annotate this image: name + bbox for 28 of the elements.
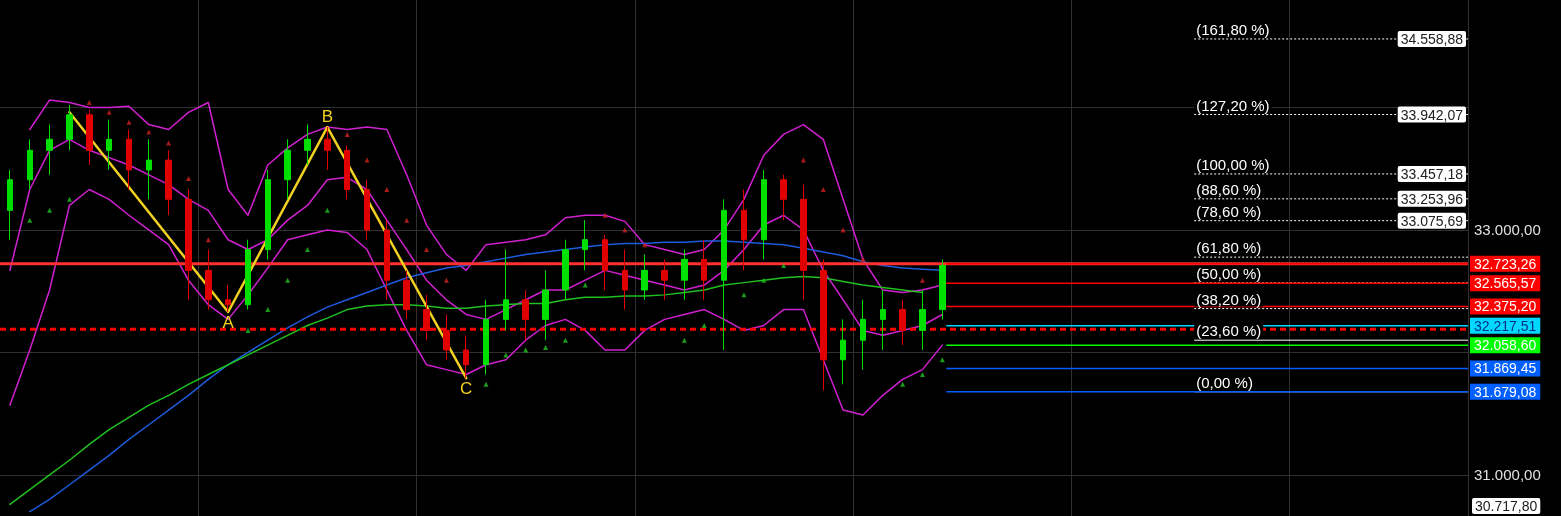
ref-line-label: 32.058,60 — [1474, 337, 1537, 354]
ref-line-label: 33.075,69 — [1400, 212, 1464, 229]
annotation: (127,20 %) — [1196, 96, 1270, 114]
ref-line-label: 33.942,07 — [1400, 106, 1464, 123]
data-label: C — [460, 379, 473, 399]
annotation: (61,80 %) — [1196, 239, 1262, 257]
annotation: (161,80 %) — [1196, 20, 1270, 38]
annotation: (38,20 %) — [1196, 290, 1262, 308]
ref-line-label: 34.558,88 — [1400, 30, 1464, 47]
annotation: (100,00 %) — [1196, 155, 1270, 173]
y-tick-label: 31.000,00 — [1474, 466, 1541, 484]
ref-line-label: 32.217,51 — [1474, 317, 1537, 334]
data-label: A — [222, 313, 235, 333]
ref-line-label: 33.253,96 — [1400, 190, 1464, 207]
annotation: (50,00 %) — [1196, 264, 1262, 282]
ref-line-label: 33.457,18 — [1400, 165, 1464, 182]
ref-line-label: 32.565,57 — [1474, 275, 1537, 292]
ref-line-label: 32.375,20 — [1474, 298, 1537, 315]
annotation: (88,60 %) — [1196, 180, 1262, 198]
data-label: B — [321, 107, 333, 127]
ref-line-label: 31.679,08 — [1474, 383, 1537, 400]
ref-line-label: 32.723,26 — [1474, 255, 1537, 272]
text: 30.717,80 — [1475, 498, 1538, 514]
annotation: (78,60 %) — [1196, 202, 1262, 220]
annotation: (0,00 %) — [1196, 373, 1253, 391]
y-tick-label: 33.000,00 — [1474, 221, 1541, 239]
ref-line-label: 31.869,45 — [1474, 360, 1537, 377]
annotation: (23,60 %) — [1196, 322, 1262, 340]
